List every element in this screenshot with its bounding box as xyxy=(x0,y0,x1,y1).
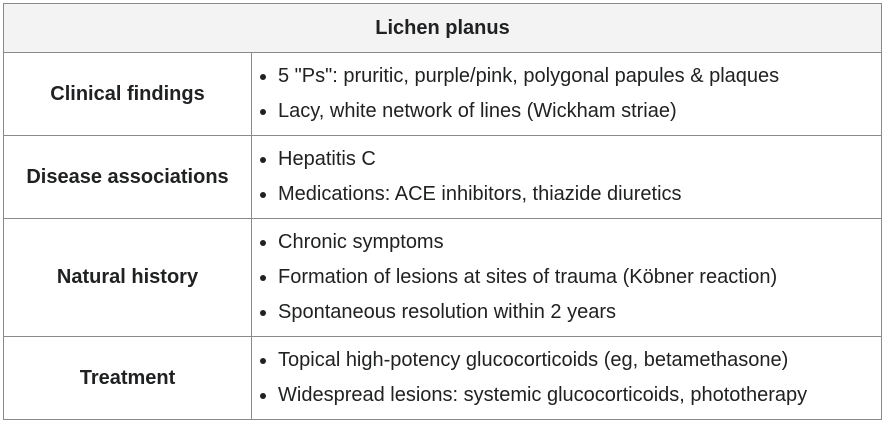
bullet-item: 5 "Ps": pruritic, purple/pink, polygonal… xyxy=(278,59,881,94)
row-items: Hepatitis CMedications: ACE inhibitors, … xyxy=(251,135,882,219)
row-label: Clinical findings xyxy=(3,52,252,136)
table-row: Natural historyChronic symptomsFormation… xyxy=(3,218,882,337)
bullet-list: Hepatitis CMedications: ACE inhibitors, … xyxy=(258,142,881,212)
bullet-item: Topical high-potency glucocorticoids (eg… xyxy=(278,343,881,378)
table-wrap: Lichen planus Clinical findings 5 "Ps": p… xyxy=(3,3,882,420)
bullet-list: Chronic symptomsFormation of lesions at … xyxy=(258,225,881,330)
row-label: Disease associations xyxy=(3,135,252,219)
table-title: Lichen planus xyxy=(3,3,882,53)
row-label: Natural history xyxy=(3,218,252,337)
title-row: Lichen planus xyxy=(3,3,882,53)
table-row: Disease associationsHepatitis CMedicatio… xyxy=(3,135,882,219)
info-table: Lichen planus Clinical findings 5 "Ps": p… xyxy=(3,3,882,420)
bullet-item: Hepatitis C xyxy=(278,142,881,177)
bullet-item: Spontaneous resolution within 2 years xyxy=(278,295,881,330)
row-items: Topical high-potency glucocorticoids (eg… xyxy=(251,336,882,420)
row-label: Treatment xyxy=(3,336,252,420)
table-row: Treatment Topical high-potency glucocorti… xyxy=(3,336,882,420)
row-items: Chronic symptomsFormation of lesions at … xyxy=(251,218,882,337)
bullet-item: Formation of lesions at sites of trauma … xyxy=(278,260,881,295)
bullet-item: Medications: ACE inhibitors, thiazide di… xyxy=(278,177,881,212)
table-row: Clinical findings 5 "Ps": pruritic, purpl… xyxy=(3,52,882,136)
bullet-item: Chronic symptoms xyxy=(278,225,881,260)
bullet-item: Widespread lesions: systemic glucocortic… xyxy=(278,378,881,413)
table-body: Clinical findings 5 "Ps": pruritic, purpl… xyxy=(3,52,882,420)
bullet-list: Topical high-potency glucocorticoids (eg… xyxy=(258,343,881,413)
bullet-item: Lacy, white network of lines (Wickham st… xyxy=(278,94,881,129)
row-items: 5 "Ps": pruritic, purple/pink, polygonal… xyxy=(251,52,882,136)
bullet-list: 5 "Ps": pruritic, purple/pink, polygonal… xyxy=(258,59,881,129)
